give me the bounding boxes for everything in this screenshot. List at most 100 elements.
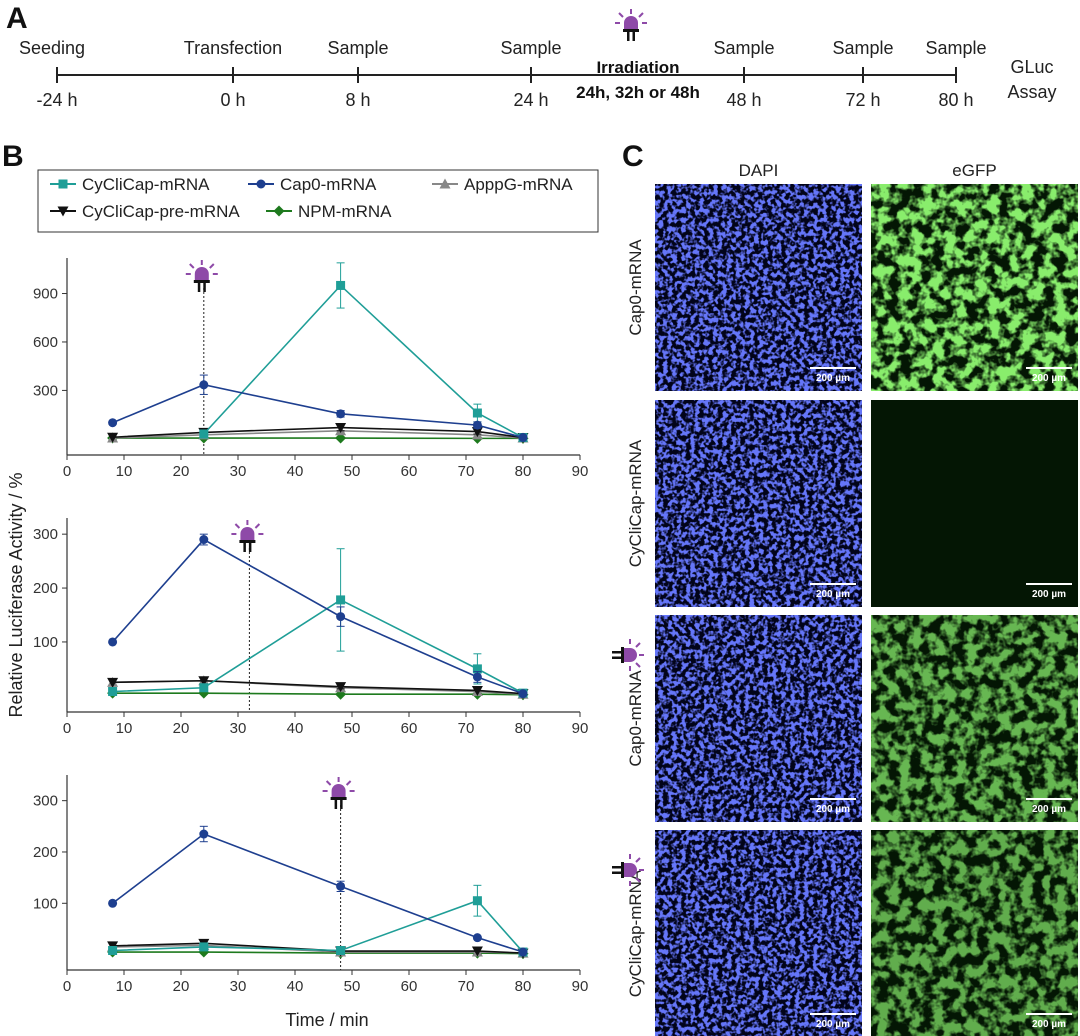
x-tick-label: 70 — [458, 978, 475, 995]
series-CyCliCap-mRNA — [108, 548, 528, 698]
timeline-event-label: Sample — [925, 38, 986, 58]
data-point — [199, 942, 209, 952]
timeline-time-label: 48 h — [726, 90, 761, 110]
scale-bar-label: 200 µm — [1032, 589, 1066, 600]
series-line — [112, 383, 524, 439]
column-label-dapi: DAPI — [739, 161, 779, 180]
data-point — [472, 420, 482, 430]
data-point — [108, 946, 118, 955]
scale-bar-label: 200 µm — [1032, 804, 1066, 815]
timeline-event-label: Sample — [500, 38, 561, 58]
series-CyCliCap-pre-mRNA — [107, 423, 529, 444]
series-line — [112, 679, 524, 696]
scale-bar-label: 200 µm — [1032, 1019, 1066, 1030]
panel-label-c: C — [622, 140, 644, 173]
legend-box: CyCliCap-mRNA Cap0-mRNA ApppG-mRNA CyCliCap… — [37, 169, 599, 233]
data-point — [199, 683, 209, 693]
x-tick-label: 60 — [401, 463, 418, 480]
legend-marker — [58, 179, 68, 189]
timeline: Seeding -24 h Transfection 0 h Sample 8 h Samp… — [19, 8, 1057, 110]
x-tick-label: 50 — [344, 463, 361, 480]
x-tick-label: 10 — [116, 978, 133, 995]
line-chart-1: 0 10 20 30 40 50 60 70 80 90 300 600 900 — [33, 258, 588, 480]
line-chart-3: 0 10 20 30 40 50 60 70 80 90 100 200 300 — [33, 775, 588, 995]
dapi-nuclei-texture — [655, 184, 862, 391]
legend-item: CyCliCap-pre-mRNA — [50, 202, 240, 221]
x-tick-label: 90 — [572, 463, 589, 480]
x-tick-label: 10 — [116, 463, 133, 480]
series-line — [203, 284, 524, 439]
panel-label-a: A — [6, 2, 28, 35]
dapi-nuclei-texture — [655, 615, 862, 822]
series-CyCliCap-mRNA — [199, 262, 528, 443]
x-tick-label: 0 — [63, 463, 71, 480]
x-tick-label: 40 — [287, 463, 304, 480]
panel-label-b: B — [2, 140, 24, 173]
irradiation-lamp-icon — [184, 259, 219, 293]
y-tick-label: 100 — [33, 895, 58, 912]
irradiation-lamp-icon — [611, 638, 645, 672]
x-tick-label: 30 — [230, 978, 247, 995]
data-point — [198, 676, 210, 687]
data-point — [336, 881, 346, 891]
legend-label: CyCliCap-pre-mRNA — [82, 202, 240, 221]
legend-label: ApppG-mRNA — [464, 175, 573, 194]
y-axis-label: Relative Luciferase Activity / % — [6, 472, 26, 717]
irradiation-lamp-icon — [321, 776, 356, 810]
row-label: Cap0-mRNA — [626, 239, 645, 336]
x-tick-label: 90 — [572, 720, 589, 737]
series-line — [112, 598, 524, 694]
x-tick-label: 60 — [401, 978, 418, 995]
legend-marker — [273, 205, 285, 217]
series-Cap0-mRNA — [108, 533, 528, 699]
y-tick-label: 300 — [33, 793, 58, 810]
scale-bar-label: 200 µm — [816, 589, 850, 600]
scale-bar-label: 200 µm — [1032, 373, 1066, 384]
data-point — [336, 612, 346, 622]
data-point — [336, 280, 346, 290]
scale-bar-label: 200 µm — [816, 804, 850, 815]
data-point — [518, 433, 528, 443]
timeline-time-label: 0 h — [220, 90, 245, 110]
data-point — [199, 829, 209, 839]
x-tick-label: 20 — [173, 463, 190, 480]
data-point — [518, 947, 528, 957]
timeline-event-label: Seeding — [19, 38, 85, 58]
data-point — [471, 685, 483, 696]
microscopy-row: 200 µm 200 µm Cap0-mRNA — [626, 184, 1078, 391]
row-label: CyCliCap-mRNA — [626, 439, 645, 567]
x-tick-label: 30 — [230, 720, 247, 737]
row-label: CyCliCap-mRNA — [626, 869, 645, 997]
data-point — [472, 933, 482, 943]
data-point — [518, 689, 528, 699]
data-point — [335, 423, 347, 434]
data-point — [336, 595, 346, 605]
data-point — [336, 409, 346, 419]
timeline-time-label: 8 h — [345, 90, 370, 110]
data-point — [199, 535, 209, 545]
data-point — [107, 677, 119, 688]
series-CyCliCap-pre-mRNA — [107, 676, 529, 700]
irradiation-lamp-icon — [614, 8, 648, 42]
scale-bar-label: 200 µm — [816, 1019, 850, 1030]
y-tick-label: 300 — [33, 382, 58, 399]
legend-item: Cap0-mRNA — [248, 175, 377, 194]
data-point — [108, 898, 118, 908]
microscopy-row: 200 µm 200 µm Cap0-mRNA — [611, 615, 1078, 822]
line-chart-2: 0 10 20 30 40 50 60 70 80 90 100 200 300 — [33, 518, 588, 737]
microscopy-row: 200 µm 200 µm CyCliCap-mRNA — [611, 830, 1078, 1036]
data-point — [335, 682, 347, 693]
x-tick-label: 20 — [173, 978, 190, 995]
legend-marker — [439, 178, 451, 189]
timeline-time-label: 72 h — [845, 90, 880, 110]
timeline-event-label: Sample — [832, 38, 893, 58]
x-tick-label: 60 — [401, 720, 418, 737]
data-point — [199, 380, 209, 390]
scale-bar-label: 200 µm — [816, 373, 850, 384]
x-tick-label: 50 — [344, 720, 361, 737]
x-tick-label: 50 — [344, 978, 361, 995]
series-line — [112, 538, 524, 695]
x-tick-label: 30 — [230, 463, 247, 480]
x-tick-label: 0 — [63, 720, 71, 737]
